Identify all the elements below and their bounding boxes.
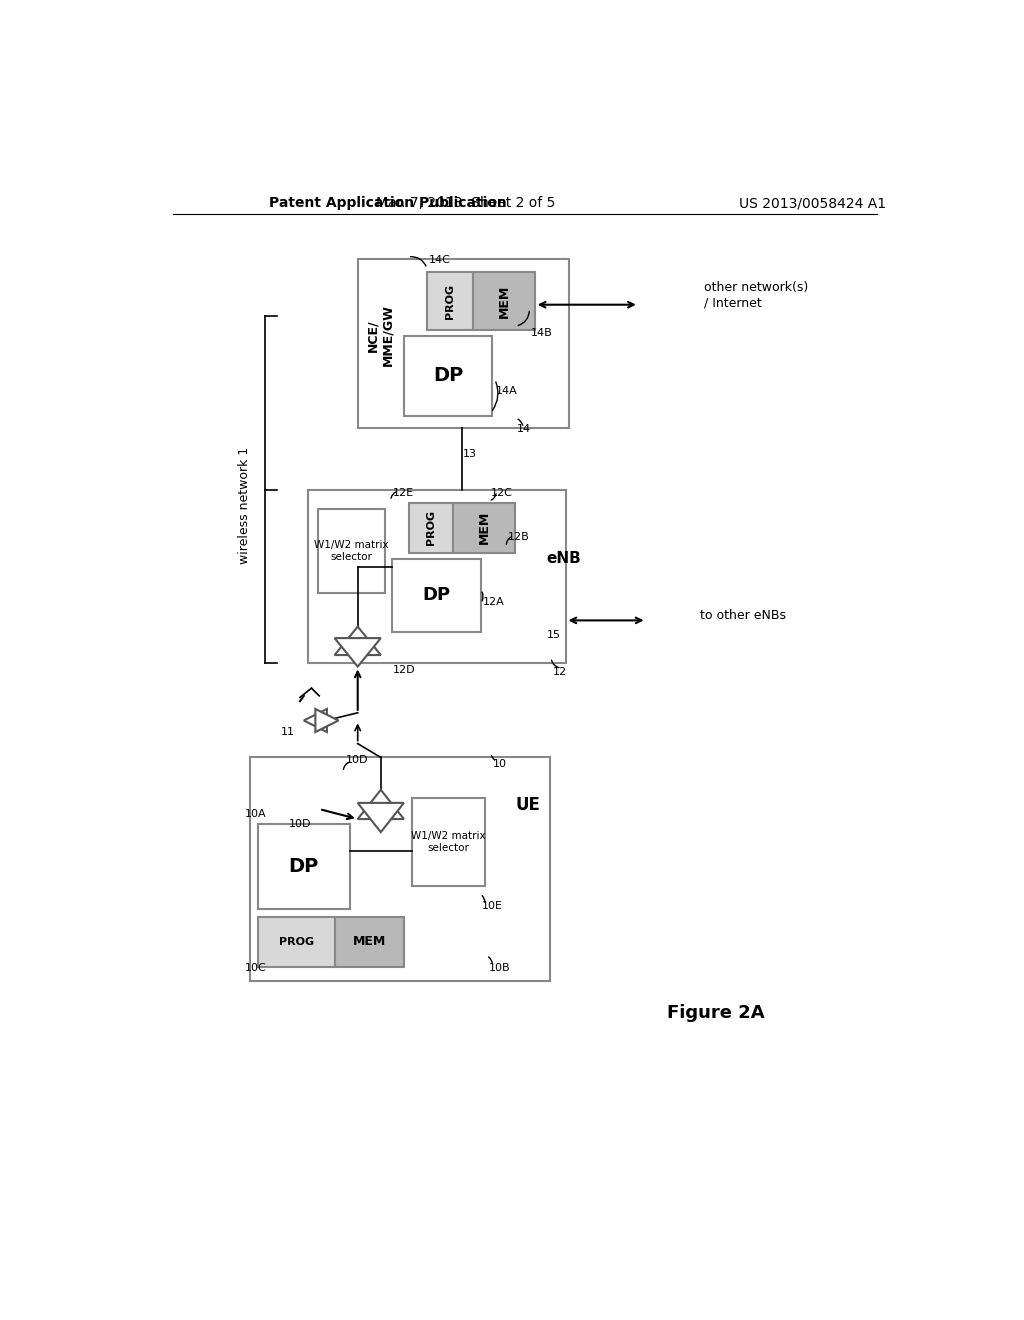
Text: 10D: 10D bbox=[346, 755, 369, 766]
Bar bbox=[317, 508, 385, 594]
Text: 12A: 12A bbox=[482, 598, 504, 607]
Text: 15: 15 bbox=[547, 631, 560, 640]
Bar bbox=[410, 503, 454, 553]
Text: MEM: MEM bbox=[352, 936, 386, 948]
Text: 13: 13 bbox=[463, 449, 477, 459]
Polygon shape bbox=[335, 627, 381, 655]
Polygon shape bbox=[357, 789, 403, 818]
Bar bbox=[307, 490, 565, 663]
Bar bbox=[473, 272, 535, 330]
Text: Figure 2A: Figure 2A bbox=[667, 1005, 765, 1022]
Text: Mar. 7, 2013  Sheet 2 of 5: Mar. 7, 2013 Sheet 2 of 5 bbox=[376, 197, 555, 210]
Text: 10A: 10A bbox=[246, 809, 267, 818]
Text: 10B: 10B bbox=[488, 964, 510, 973]
Text: 11: 11 bbox=[281, 726, 295, 737]
Text: Patent Application Publication: Patent Application Publication bbox=[269, 197, 507, 210]
Bar bbox=[258, 917, 335, 966]
Text: 10: 10 bbox=[493, 759, 507, 770]
Text: US 2013/0058424 A1: US 2013/0058424 A1 bbox=[739, 197, 886, 210]
Text: 10C: 10C bbox=[246, 964, 267, 973]
Text: MEM: MEM bbox=[498, 285, 511, 318]
Text: 12E: 12E bbox=[392, 488, 414, 498]
Bar bbox=[250, 758, 550, 981]
Bar bbox=[258, 825, 350, 909]
Text: DP: DP bbox=[423, 586, 451, 605]
Text: to other eNBs: to other eNBs bbox=[700, 609, 786, 622]
Text: other network(s)
/ Internet: other network(s) / Internet bbox=[705, 281, 809, 309]
Text: NCE/
MME/GW: NCE/ MME/GW bbox=[367, 305, 395, 367]
Text: PROG: PROG bbox=[445, 284, 455, 319]
Text: 12B: 12B bbox=[508, 532, 529, 541]
Text: eNB: eNB bbox=[547, 552, 581, 566]
Text: 14A: 14A bbox=[497, 385, 518, 396]
Bar bbox=[335, 917, 403, 966]
Bar bbox=[403, 335, 493, 416]
Bar bbox=[392, 558, 481, 632]
Text: 14B: 14B bbox=[531, 327, 553, 338]
Text: MEM: MEM bbox=[477, 511, 490, 544]
Text: DP: DP bbox=[433, 367, 463, 385]
Text: 12C: 12C bbox=[490, 488, 513, 498]
Text: PROG: PROG bbox=[426, 510, 436, 545]
Bar bbox=[427, 272, 473, 330]
Bar bbox=[357, 259, 569, 428]
Text: 14: 14 bbox=[517, 424, 531, 434]
Text: 10D: 10D bbox=[289, 818, 311, 829]
Text: 14C: 14C bbox=[429, 255, 452, 264]
Text: wireless network 1: wireless network 1 bbox=[238, 446, 251, 564]
Bar bbox=[454, 503, 515, 553]
Polygon shape bbox=[357, 803, 403, 832]
Text: 12D: 12D bbox=[392, 665, 415, 675]
Text: PROG: PROG bbox=[279, 937, 313, 946]
Polygon shape bbox=[304, 709, 327, 733]
Text: W1/W2 matrix
selector: W1/W2 matrix selector bbox=[411, 832, 485, 853]
Text: 10E: 10E bbox=[481, 902, 503, 911]
Polygon shape bbox=[315, 709, 339, 733]
Text: W1/W2 matrix
selector: W1/W2 matrix selector bbox=[314, 540, 389, 562]
Text: UE: UE bbox=[515, 796, 541, 814]
Text: 12: 12 bbox=[553, 667, 566, 677]
Text: DP: DP bbox=[289, 857, 318, 876]
Polygon shape bbox=[335, 638, 381, 667]
Bar bbox=[412, 797, 484, 886]
